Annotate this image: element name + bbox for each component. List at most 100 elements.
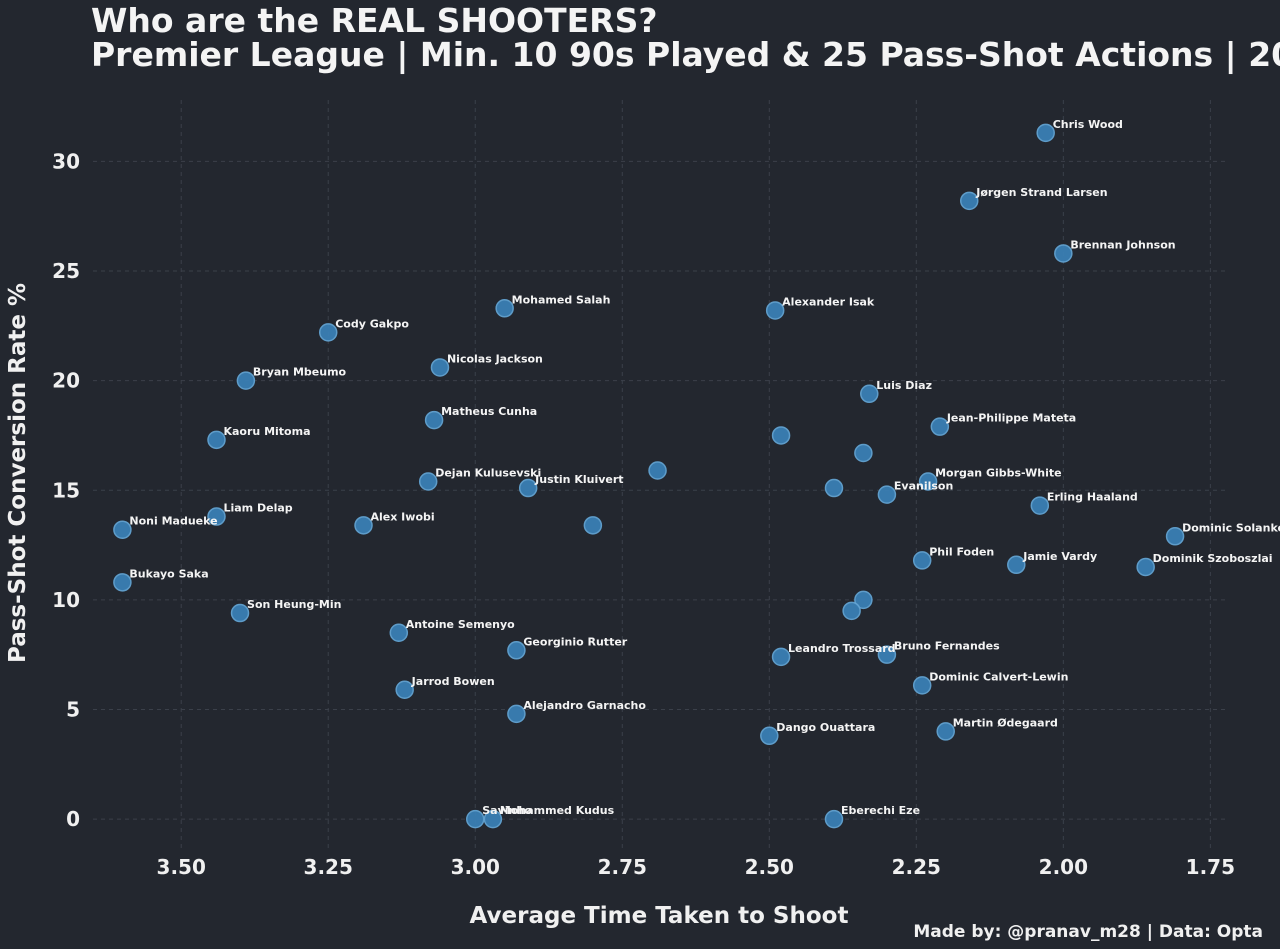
- data-point: [1136, 557, 1155, 577]
- point-label: Martin Ødegaard: [953, 716, 1058, 729]
- point-label: Dominic Calvert-Lewin: [929, 670, 1068, 683]
- data-point: [930, 417, 950, 436]
- data-point: [959, 191, 979, 211]
- data-point: [1007, 555, 1026, 575]
- point-label: Savinho: [482, 804, 532, 817]
- point-label: Antoine Semenyo: [406, 618, 515, 631]
- data-point: [771, 647, 791, 667]
- data-point: [507, 641, 526, 660]
- data-point: [318, 323, 338, 342]
- point-label: Nicolas Jackson: [447, 352, 543, 365]
- data-points: [113, 123, 1185, 829]
- point-label: Erling Haaland: [1047, 491, 1138, 504]
- data-point: [1165, 527, 1185, 546]
- y-tick-label: 0: [66, 807, 80, 831]
- data-point: [765, 301, 785, 320]
- data-point: [918, 472, 938, 491]
- point-label: Liam Delap: [223, 502, 292, 515]
- y-tick-label: 15: [52, 478, 80, 502]
- point-label: Son Heung-Min: [247, 598, 341, 611]
- point-label: Jarrod Bowen: [411, 675, 495, 688]
- data-point: [507, 704, 526, 724]
- point-label: Kaoru Mitoma: [223, 425, 310, 438]
- data-point: [113, 573, 132, 592]
- data-point: [230, 603, 250, 623]
- point-labels: Chris Wood Jørgen Strand Larsen Brennan Jo…: [129, 118, 1280, 817]
- point-label: Jørgen Strand Larsen: [975, 186, 1107, 199]
- point-label: Luis Diaz: [876, 379, 932, 392]
- data-point: [430, 358, 450, 377]
- point-label: Mohammed Kudus: [500, 804, 615, 817]
- point-label: Mohamed Salah: [512, 293, 611, 306]
- data-point: [860, 384, 879, 404]
- point-label: Eberechi Eze: [841, 804, 920, 817]
- data-point: [912, 551, 932, 570]
- data-point: [1054, 244, 1073, 263]
- data-point: [483, 809, 503, 829]
- data-point: [842, 601, 861, 621]
- y-tick-label: 5: [66, 697, 80, 721]
- data-point: [418, 472, 438, 491]
- data-point: [207, 430, 226, 450]
- data-point: [354, 516, 373, 535]
- data-point: [495, 299, 514, 318]
- data-point: [854, 443, 873, 463]
- data-point: [583, 516, 603, 535]
- point-label: Alejandro Garnacho: [523, 699, 646, 712]
- x-tick-label: 1.75: [1186, 855, 1235, 879]
- data-point: [466, 809, 485, 829]
- credit-text: Made by: @pranav_m28 | Data: Opta: [913, 922, 1263, 942]
- y-tick-label: 10: [52, 588, 80, 612]
- data-point: [113, 520, 132, 539]
- data-point: [877, 645, 897, 664]
- point-label: Bryan Mbeumo: [253, 366, 347, 379]
- data-point: [207, 507, 226, 526]
- point-label: Matheus Cunha: [441, 405, 537, 418]
- data-point: [1036, 123, 1055, 143]
- data-point: [389, 623, 409, 643]
- y-tick-label: 30: [52, 149, 80, 173]
- point-label: Jamie Vardy: [1022, 550, 1097, 563]
- x-tick-label: 2.25: [892, 855, 941, 879]
- point-label: Alex Iwobi: [371, 510, 435, 523]
- data-point: [424, 410, 444, 430]
- data-point: [824, 478, 844, 498]
- x-tick-label: 3.00: [451, 855, 500, 879]
- point-label: Georginio Rutter: [523, 635, 627, 648]
- x-tick-label: 3.50: [157, 855, 206, 879]
- data-point: [1030, 496, 1050, 515]
- point-label: Morgan Gibbs-White: [935, 466, 1062, 479]
- point-label: Alexander Isak: [782, 295, 875, 308]
- x-tick-label: 2.50: [745, 855, 794, 879]
- point-label: Noni Madueke: [129, 515, 217, 528]
- data-point: [236, 371, 256, 390]
- chart-title: Who are the REAL SHOOTERS?: [91, 1, 657, 40]
- point-label: Dominic Solanke: [1182, 521, 1280, 534]
- point-label: Brennan Johnson: [1070, 238, 1175, 251]
- data-point: [760, 726, 779, 746]
- axis-ticks: 3.50 3.25 3.00 2.75 2.50 2.25 2.00 1.75 0 5 10 15 20…: [52, 149, 1235, 879]
- data-point: [648, 461, 667, 480]
- x-tick-label: 2.75: [598, 855, 647, 879]
- point-label: Cody Gakpo: [335, 317, 409, 330]
- point-label: Bukayo Saka: [129, 567, 208, 580]
- point-label: Bruno Fernandes: [894, 640, 1000, 653]
- data-point: [395, 680, 414, 700]
- x-tick-label: 2.00: [1039, 855, 1088, 879]
- point-label: Jean-Philippe Mateta: [946, 412, 1076, 425]
- point-label: Chris Wood: [1053, 118, 1123, 131]
- data-point: [912, 676, 932, 695]
- data-point: [854, 590, 873, 610]
- x-axis-title: Average Time Taken to Shoot: [470, 903, 849, 929]
- data-point: [824, 809, 844, 829]
- point-label: Leandro Trossard: [788, 642, 896, 655]
- point-label: Dominik Szoboszlai: [1153, 552, 1273, 565]
- point-label: Dejan Kulusevski: [435, 466, 541, 479]
- x-tick-label: 3.25: [304, 855, 353, 879]
- point-label: Dango Ouattara: [776, 721, 875, 734]
- data-point: [936, 722, 955, 741]
- y-tick-label: 20: [52, 369, 80, 393]
- chart-subtitle: Premier League | Min. 10 90s Played & 25…: [91, 35, 1280, 74]
